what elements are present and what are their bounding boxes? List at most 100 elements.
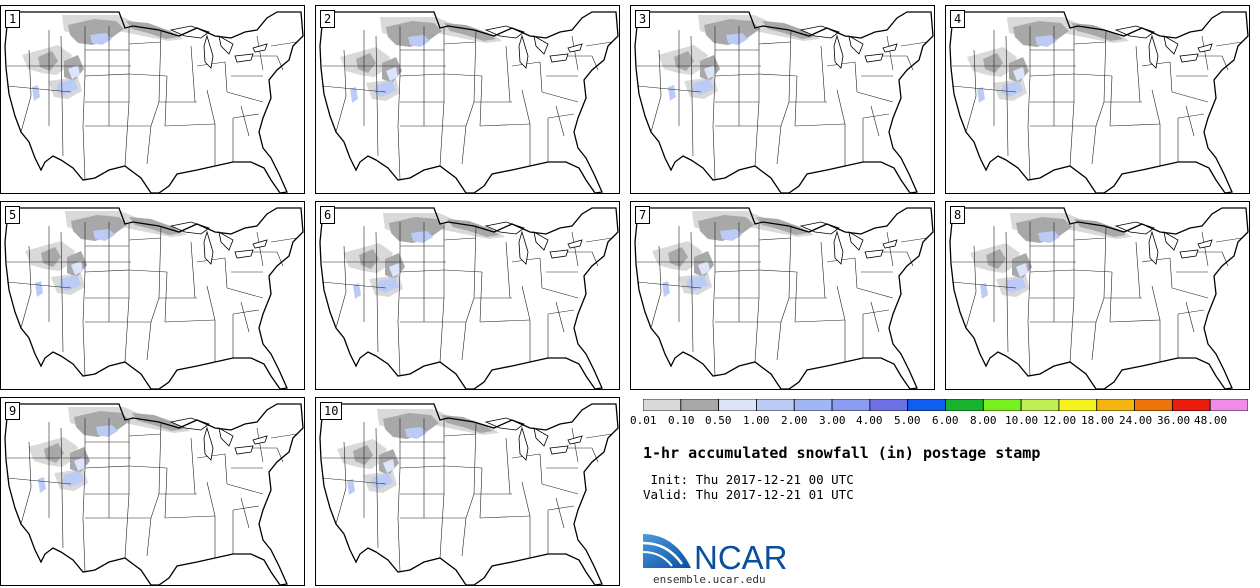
state-boundary: [1109, 75, 1113, 127]
member-panel: 1: [0, 5, 305, 194]
state-boundary: [1091, 225, 1107, 361]
snowfall-contour: [405, 427, 427, 439]
state-boundary: [794, 123, 846, 127]
colorbar-swatch: [869, 399, 909, 411]
state-boundary: [128, 41, 162, 45]
great-lake: [518, 34, 529, 69]
state-boundary: [397, 418, 401, 573]
great-lake: [848, 35, 864, 55]
colorbar-swatch: [982, 399, 1022, 411]
land-fill: [635, 208, 933, 389]
state-boundary: [555, 105, 565, 137]
state-boundary: [443, 269, 483, 273]
state-boundary: [539, 257, 543, 289]
state-boundary: [240, 105, 250, 137]
snowfall-contour: [980, 283, 988, 299]
colorbar-tick-label: 4.00: [856, 414, 883, 427]
state-boundary: [146, 29, 162, 165]
snowfall-contour: [986, 249, 1006, 269]
state-boundary: [397, 26, 401, 181]
conus-map: [4, 403, 304, 585]
snowfall-contour: [983, 53, 1003, 73]
colorbar-swatch: [831, 399, 871, 411]
great-lake: [833, 230, 844, 265]
state-boundary: [712, 26, 716, 181]
coastline: [634, 11, 934, 193]
state-boundary: [505, 45, 511, 103]
member-number: 6: [320, 206, 336, 224]
state-boundary: [1185, 301, 1195, 333]
state-boundary: [399, 465, 445, 469]
colorbar-tick-label: 6.00: [932, 414, 959, 427]
state-boundary: [555, 497, 565, 529]
state-boundary: [690, 231, 694, 353]
state-boundary: [862, 309, 890, 315]
state-boundary: [906, 55, 914, 71]
colorbar-swatch: [1134, 399, 1173, 411]
great-lake: [203, 34, 214, 69]
state-boundary: [375, 35, 379, 157]
state-boundary: [6, 477, 72, 485]
conus-map: [4, 11, 304, 193]
state-boundary: [6, 85, 72, 93]
state-boundary: [164, 75, 168, 127]
land-fill: [320, 208, 618, 389]
state-boundary: [505, 241, 511, 299]
state-boundary: [585, 237, 613, 243]
great-lake: [252, 435, 268, 445]
great-lake: [533, 35, 549, 55]
state-boundary: [1215, 237, 1243, 243]
colorbar-tick-label: 12.00: [1043, 414, 1077, 427]
state-boundary: [232, 505, 260, 511]
member-number: 3: [635, 10, 651, 28]
great-lake: [833, 34, 844, 69]
state-boundary: [555, 301, 565, 333]
great-lake: [549, 249, 569, 259]
snowfall-contour: [353, 283, 361, 299]
conus-map: [319, 11, 619, 193]
colorbar-swatch: [718, 399, 757, 411]
state-boundary: [164, 123, 216, 127]
state-boundary: [164, 515, 216, 519]
state-boundary: [1221, 251, 1229, 267]
state-boundary: [886, 231, 894, 267]
snowfall-contour: [408, 35, 430, 47]
state-boundary: [505, 437, 511, 495]
state-boundary: [539, 453, 543, 485]
great-lake: [218, 231, 234, 251]
colorbar-swatch: [1096, 399, 1135, 411]
state-boundary: [270, 41, 298, 47]
state-boundary: [20, 441, 32, 525]
state-boundary: [714, 269, 760, 273]
great-lake: [234, 445, 254, 455]
snowfall-contour: [704, 65, 716, 79]
great-lake: [234, 249, 254, 259]
member-number: 10: [320, 402, 343, 420]
great-lake: [1148, 230, 1159, 265]
great-lake: [1179, 53, 1199, 63]
conus-map: [319, 207, 619, 389]
state-boundary: [1201, 231, 1209, 267]
state-boundary: [190, 437, 196, 495]
state-boundary: [794, 271, 798, 323]
state-boundary: [541, 287, 579, 299]
state-boundary: [84, 73, 130, 77]
state-boundary: [270, 237, 298, 243]
state-boundary: [60, 35, 64, 157]
state-boundary: [321, 281, 387, 289]
snowfall-contour: [68, 65, 80, 79]
state-boundary: [521, 481, 531, 558]
state-boundary: [1135, 45, 1141, 103]
state-boundary: [1151, 89, 1161, 166]
state-boundary: [321, 85, 387, 93]
great-lake: [1148, 34, 1159, 69]
state-boundary: [585, 433, 613, 439]
snowfall-contour: [726, 33, 748, 45]
state-boundary: [232, 113, 260, 119]
colorbar-tick-label: 0.01: [630, 414, 657, 427]
state-boundary: [461, 225, 477, 361]
member-panel: 6: [315, 201, 620, 390]
great-lake: [567, 435, 583, 445]
state-boundary: [479, 75, 483, 127]
state-boundary: [1073, 269, 1113, 273]
